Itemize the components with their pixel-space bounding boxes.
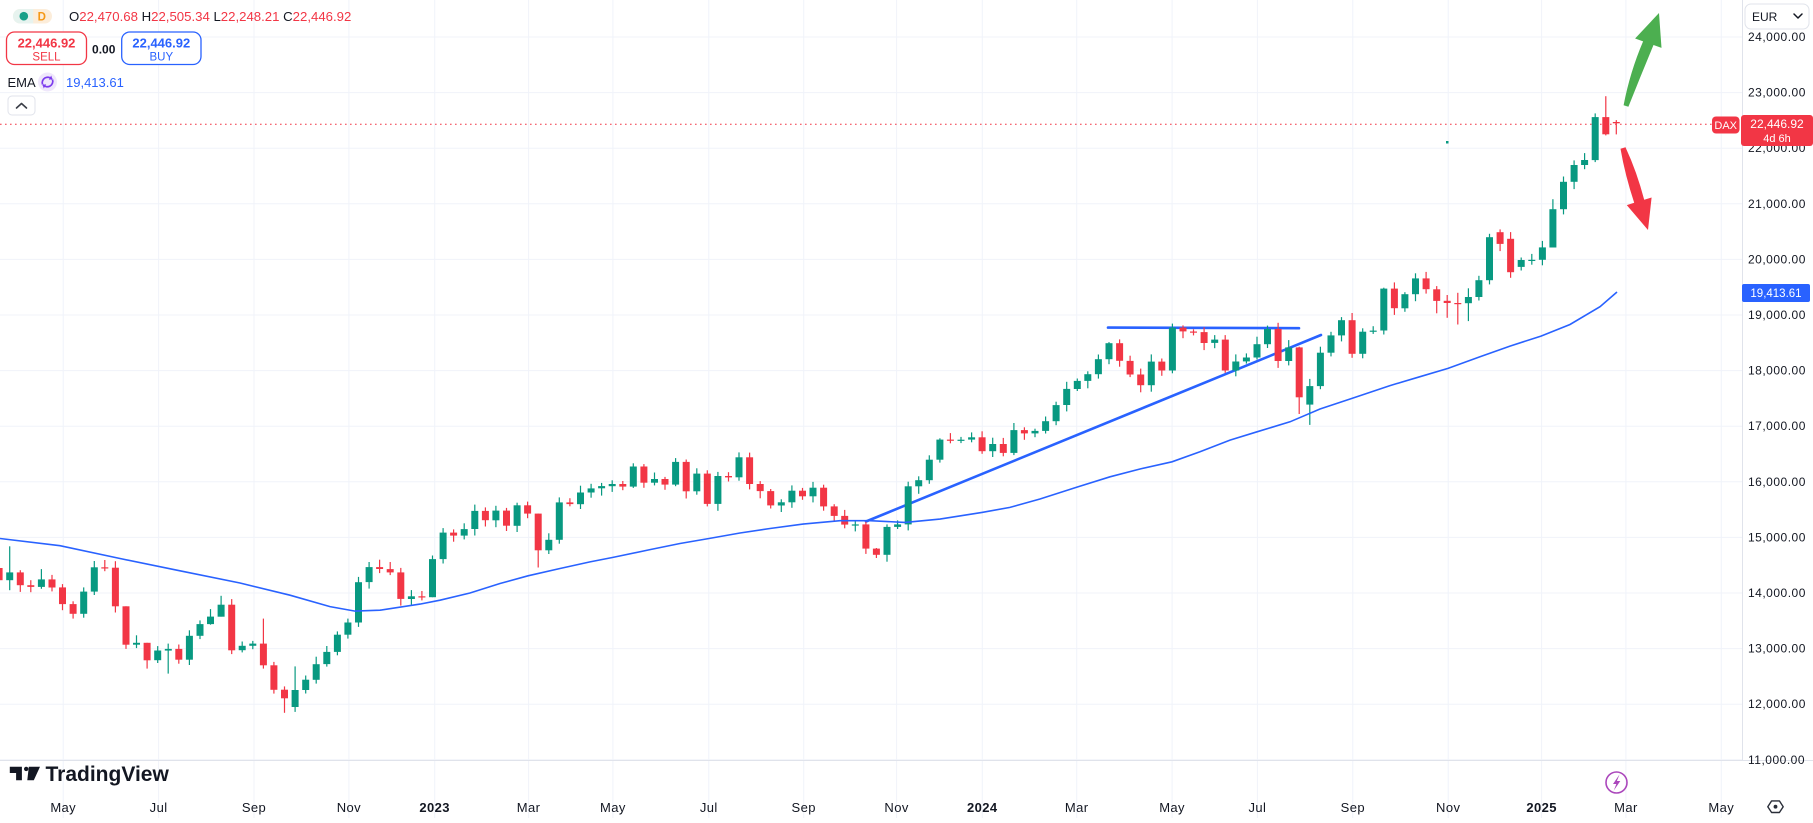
svg-text:2025: 2025 [1526,800,1557,815]
svg-text:19,413.61: 19,413.61 [66,75,124,90]
svg-text:17,000.00: 17,000.00 [1748,419,1806,433]
svg-text:May: May [600,800,626,815]
svg-text:2024: 2024 [967,800,998,815]
svg-text:20,000.00: 20,000.00 [1748,252,1806,266]
svg-text:19,413.61: 19,413.61 [1750,288,1801,300]
svg-text:BUY: BUY [149,52,173,64]
svg-text:Sep: Sep [792,800,816,815]
svg-text:Jul: Jul [150,800,168,815]
svg-text:May: May [1159,800,1185,815]
svg-text:May: May [50,800,76,815]
svg-text:D: D [38,12,46,24]
svg-text:21,000.00: 21,000.00 [1748,197,1806,211]
svg-text:2023: 2023 [419,800,450,815]
svg-text:4d 6h: 4d 6h [1763,133,1791,145]
svg-text:Mar: Mar [517,800,541,815]
svg-text:19,000.00: 19,000.00 [1748,308,1806,322]
svg-text:Nov: Nov [1436,800,1460,815]
svg-text:Mar: Mar [1065,800,1089,815]
svg-text:14,000.00: 14,000.00 [1748,586,1806,600]
svg-text:May: May [1708,800,1734,815]
svg-text:0.00: 0.00 [92,43,116,57]
svg-text:22,446.92: 22,446.92 [132,36,190,51]
svg-text:Nov: Nov [337,800,361,815]
svg-text:DAX: DAX [1714,120,1737,132]
svg-text:Mar: Mar [1614,800,1638,815]
svg-text:22,446.92: 22,446.92 [18,36,76,51]
svg-text:11,000.00: 11,000.00 [1748,753,1805,767]
svg-text:24,000.00: 24,000.00 [1748,30,1806,44]
svg-text:Sep: Sep [1341,800,1365,815]
svg-text:EUR: EUR [1752,10,1778,24]
svg-text:O22,470.68 H22,505.34 L22,248.: O22,470.68 H22,505.34 L22,248.21 C22,446… [69,9,351,24]
svg-text:13,000.00: 13,000.00 [1748,642,1806,656]
svg-text:15,000.00: 15,000.00 [1748,530,1806,544]
svg-text:12,000.00: 12,000.00 [1748,697,1806,711]
svg-text:EMA: EMA [8,75,37,90]
svg-text:TradingView: TradingView [46,763,170,786]
svg-text:23,000.00: 23,000.00 [1748,86,1806,100]
svg-text:Jul: Jul [700,800,718,815]
svg-text:22,446.92: 22,446.92 [1750,117,1804,131]
svg-text:16,000.00: 16,000.00 [1748,475,1806,489]
svg-text:Jul: Jul [1248,800,1266,815]
svg-text:Sep: Sep [242,800,266,815]
svg-text:SELL: SELL [32,52,61,64]
svg-text:18,000.00: 18,000.00 [1748,364,1806,378]
svg-text:Nov: Nov [884,800,908,815]
